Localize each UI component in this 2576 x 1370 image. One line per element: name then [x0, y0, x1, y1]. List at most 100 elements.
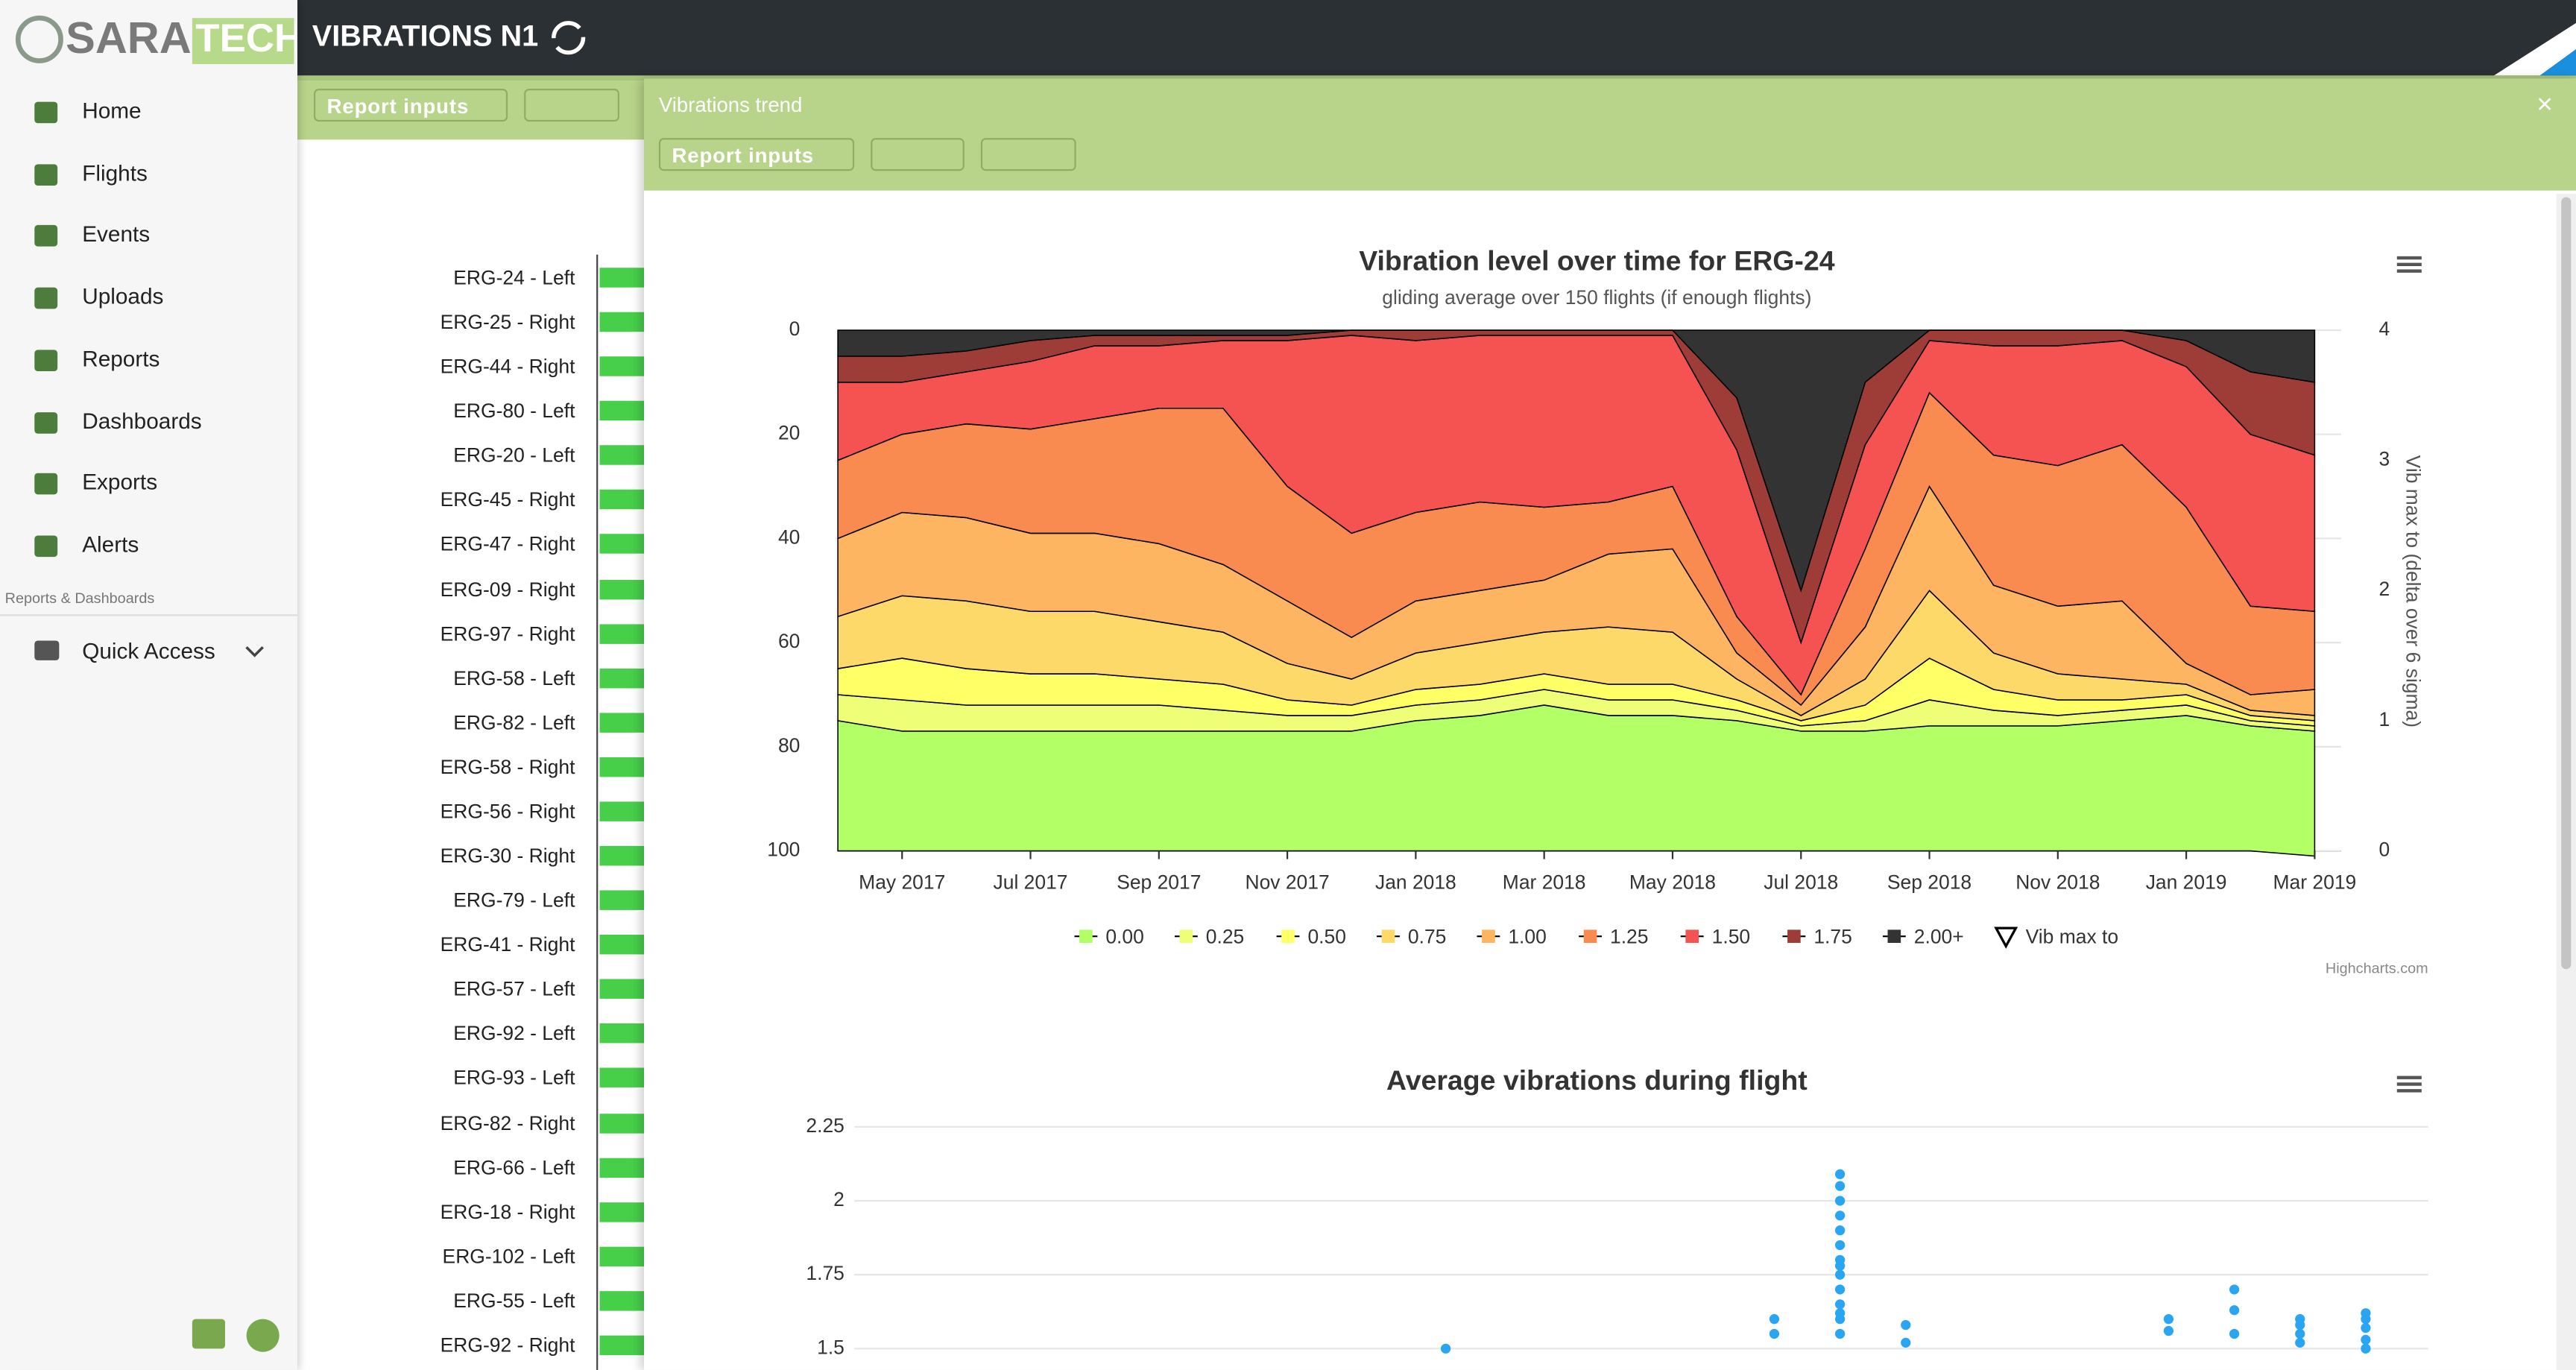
menu-item[interactable]: Flights [82, 160, 148, 186]
menu-item[interactable]: Uploads [82, 284, 164, 309]
settings-icon[interactable] [246, 1319, 280, 1352]
legend-symbol [1179, 929, 1193, 943]
panel-title: Vibrations trend [658, 93, 803, 117]
scatter-point [1834, 1210, 1846, 1221]
menu-icon [34, 287, 58, 309]
list-bar [599, 935, 649, 955]
refresh-button[interactable] [871, 138, 965, 171]
report-inputs-button[interactable]: Report inputs [313, 89, 508, 122]
legend-label: 0.75 [1408, 925, 1446, 947]
scatter-point [2295, 1319, 2305, 1330]
menu-item[interactable]: Dashboards [82, 408, 202, 433]
list-bar [599, 356, 649, 377]
scatter-point [2361, 1343, 2371, 1354]
chart-title: Vibration level over time for ERG-24 [1359, 245, 1835, 277]
y-tick-label: 1.5 [817, 1336, 845, 1358]
scatter-point [1834, 1328, 1846, 1339]
x-tick-label: Jul 2017 [994, 871, 1068, 894]
areas [837, 329, 2316, 857]
list-bar [599, 1335, 649, 1355]
list-bar [599, 1290, 649, 1311]
legend-label: 2.00+ [1914, 925, 1964, 947]
list-bar [599, 1113, 649, 1133]
scatter-point [2295, 1337, 2305, 1348]
y-tick-label: 100 [767, 839, 800, 861]
list-bar [599, 1202, 649, 1222]
list-bar [599, 1157, 649, 1178]
list-label: ERG-80 - Left [453, 400, 575, 423]
list-label: ERG-30 - Right [440, 844, 575, 868]
list-bar [599, 846, 649, 866]
scatter-point [1834, 1284, 1846, 1295]
list-bar [599, 979, 649, 1000]
logo-bg [192, 18, 294, 64]
y-tick-label: 2.25 [806, 1114, 844, 1137]
legend-label: 1.50 [1712, 925, 1750, 947]
chevron[interactable] [243, 644, 266, 660]
list-label: ERG-93 - Left [453, 1067, 575, 1090]
legend-label: 0.50 [1307, 925, 1345, 947]
page-title: VIBRATIONS N1 [312, 19, 539, 53]
list-bar [599, 1023, 649, 1044]
scatter-point [1901, 1319, 1911, 1330]
top-bar: VIBRATIONS N1 [297, 0, 2576, 76]
scatter-point [1440, 1343, 1451, 1354]
doc-icon[interactable] [192, 1319, 225, 1349]
credit: Highcharts.com [2326, 960, 2428, 976]
scatter-point [2361, 1334, 2371, 1345]
folder-icon [34, 640, 60, 660]
list-label: ERG-97 - Right [440, 622, 575, 645]
scrollbar[interactable] [2556, 194, 2576, 1370]
list-label: ERG-55 - Left [453, 1289, 575, 1313]
close-button[interactable]: × [2536, 89, 2554, 120]
legend-symbol [1482, 929, 1495, 943]
scatter-point [1834, 1260, 1846, 1271]
list-label: ERG-57 - Left [453, 977, 575, 1001]
menu-icon [34, 225, 58, 247]
export-button[interactable] [980, 138, 1076, 171]
menu-item[interactable]: Reports [82, 346, 160, 371]
scatter-point [1834, 1169, 1846, 1179]
list-label: ERG-18 - Right [440, 1200, 575, 1224]
legend-label: 0.25 [1206, 925, 1244, 947]
chart-subtitle: gliding average over 150 flights (if eno… [1382, 286, 1811, 309]
list-label: ERG-20 - Left [453, 443, 575, 467]
scatter-point [1834, 1308, 1846, 1319]
menu-item[interactable]: Exports [82, 470, 158, 495]
charts: Vibration level over time for ERG-24 gli… [767, 245, 2428, 1359]
scatter-point [1834, 1299, 1846, 1310]
x-tick-label: May 2017 [859, 871, 945, 894]
scatter-point [2163, 1314, 2174, 1325]
menu-icon [34, 411, 58, 433]
list-label: ERG-47 - Right [440, 533, 575, 556]
list-bar [599, 312, 649, 332]
list-label: ERG-82 - Right [440, 1111, 575, 1134]
menu-item[interactable]: Home [82, 98, 142, 124]
menu-item[interactable]: Alerts [82, 531, 139, 557]
legend-label: 0.00 [1105, 925, 1143, 947]
x-tick-label: Sep 2017 [1117, 871, 1201, 894]
menu-icon[interactable] [2396, 1076, 2422, 1093]
y-tick-label: 60 [778, 630, 800, 652]
legend-symbol [1079, 929, 1093, 943]
x-tick-label: Nov 2017 [1245, 871, 1329, 894]
export-button[interactable] [524, 89, 619, 122]
menu-item[interactable]: Events [82, 222, 151, 247]
corner-decoration [2493, 22, 2576, 76]
refresh-icon[interactable] [547, 16, 590, 59]
list-label: ERG-24 - Left [453, 266, 575, 289]
menu-icon[interactable] [2396, 256, 2422, 273]
list-bar [599, 1246, 649, 1266]
report-inputs-button[interactable]: Report inputs [658, 138, 855, 171]
y-tick-label: 2 [833, 1188, 845, 1210]
list-label: ERG-92 - Right [440, 1333, 575, 1357]
list-label: ERG-45 - Right [440, 488, 575, 512]
scatter-point [2295, 1328, 2305, 1339]
scatter-point [1769, 1314, 1780, 1325]
quick-access[interactable]: Quick Access [82, 639, 215, 664]
y2-tick-label: 3 [2379, 448, 2390, 470]
list-label: ERG-79 - Left [453, 888, 575, 912]
area-series [837, 329, 2316, 593]
list-label: ERG-102 - Left [442, 1244, 575, 1268]
